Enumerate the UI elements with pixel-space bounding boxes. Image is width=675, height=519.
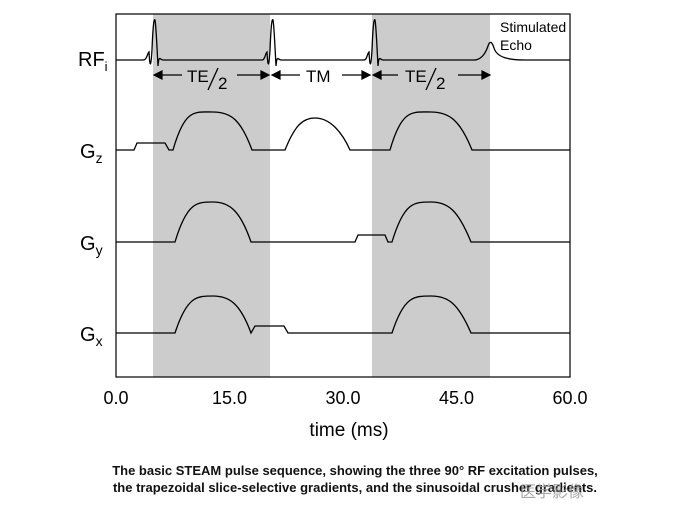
- rf-waveform: [116, 19, 570, 67]
- te-slash-1: [207, 67, 219, 91]
- te-slash-2: [425, 67, 437, 91]
- gy-waveform: [116, 201, 570, 243]
- plot-frame: [115, 13, 571, 378]
- gz-waveform: [116, 111, 570, 151]
- te-interval-1: [153, 14, 270, 377]
- steam-sequence-diagram: TE 2 TM TE 2 Stimulated Echo RFi Gz Gy G…: [78, 13, 588, 441]
- te-half-1: 2: [218, 74, 227, 93]
- caption-line-2: the trapezoidal slice-selective gradient…: [112, 480, 598, 495]
- x-tick-label-4: 60.0: [552, 388, 587, 408]
- gy-row-label: Gy: [80, 233, 103, 258]
- tm-label: TM: [306, 67, 331, 86]
- gz-row-label: Gz: [80, 141, 103, 166]
- x-tick-label-1: 15.0: [212, 388, 247, 408]
- echo-label-line1: Stimulated: [500, 19, 566, 35]
- echo-label-line2: Echo: [500, 37, 532, 53]
- figure-caption: The basic STEAM pulse sequence, showing …: [40, 462, 670, 496]
- x-tick-label-2: 30.0: [325, 388, 360, 408]
- te-label-1: TE: [187, 67, 209, 86]
- te-label-2: TE: [405, 67, 427, 86]
- x-tick-label-0: 0.0: [103, 388, 128, 408]
- te-interval-2: [372, 14, 490, 377]
- rf-row-label: RFi: [78, 49, 108, 74]
- gx-row-label: Gx: [80, 324, 103, 349]
- x-axis-title: time (ms): [309, 420, 388, 441]
- x-tick-label-3: 45.0: [439, 388, 474, 408]
- te-half-2: 2: [436, 74, 445, 93]
- gx-waveform: [116, 295, 570, 335]
- watermark: 医学影像: [520, 482, 585, 501]
- caption-line-1: The basic STEAM pulse sequence, showing …: [112, 463, 598, 478]
- interval-arrows: [152, 70, 492, 80]
